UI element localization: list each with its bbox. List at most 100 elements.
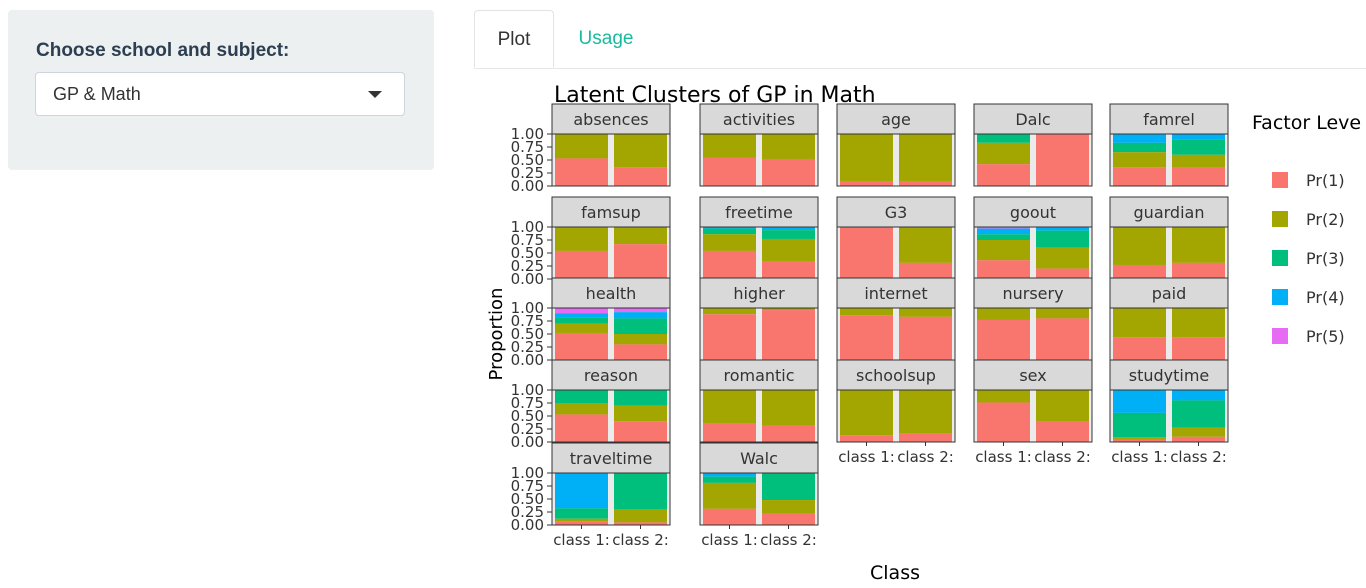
legend-swatch	[1272, 289, 1288, 305]
stacked-bar-segment	[614, 405, 667, 422]
stacked-bar-segment	[1113, 437, 1166, 440]
stacked-bar-segment	[555, 250, 608, 279]
legend-item-label: Pr(2)	[1306, 210, 1345, 229]
stacked-bar-segment	[977, 134, 1030, 143]
stacked-bar-segment	[555, 313, 608, 318]
stacked-bar-segment	[977, 260, 1030, 279]
x-tick-label: class 2:	[760, 531, 817, 549]
stacked-bar-segment	[614, 473, 667, 510]
stacked-bar-segment	[1113, 412, 1166, 438]
stacked-bar-segment	[703, 134, 756, 158]
stacked-bar-segment	[1113, 142, 1166, 153]
facet-strip	[1109, 359, 1229, 391]
y-tick-label: 1.00	[511, 464, 544, 482]
school-subject-select[interactable]: GP & Math	[35, 72, 405, 116]
tab-bar: Plot Usage	[474, 10, 1366, 69]
facet-label: sex	[1019, 366, 1046, 385]
stacked-bar-segment	[703, 482, 756, 509]
legend-title: Factor Leve	[1252, 112, 1361, 134]
legend-item-label: Pr(5)	[1306, 327, 1345, 346]
stacked-bar-segment	[762, 134, 815, 159]
facet-strip	[1109, 277, 1229, 309]
facet-label: goout	[1010, 203, 1056, 222]
stacked-bar-segment	[555, 323, 608, 333]
stacked-bar-segment	[899, 262, 952, 279]
y-tick-label: 1.00	[511, 125, 544, 143]
stacked-bar-segment	[555, 521, 608, 525]
stacked-bar-segment	[614, 509, 667, 523]
stacked-bar-segment	[703, 476, 756, 483]
y-tick-label: 0.75	[511, 312, 544, 330]
facet-strip	[836, 277, 956, 309]
stacked-bar-segment	[1113, 264, 1166, 279]
stacked-bar-segment	[1172, 227, 1225, 263]
stacked-bar-segment	[555, 227, 608, 251]
stacked-bar-segment	[762, 390, 815, 426]
stacked-bar-segment	[703, 234, 756, 251]
facet-strip	[699, 196, 819, 228]
x-tick-label: class 1:	[975, 448, 1032, 466]
stacked-bar-segment	[1172, 262, 1225, 279]
stacked-bar-segment	[614, 334, 667, 345]
x-tick-label: class 1:	[1111, 448, 1168, 466]
stacked-bar-segment	[1036, 227, 1089, 231]
tab-usage[interactable]: Usage	[578, 28, 634, 49]
stacked-bar-segment	[1113, 152, 1166, 168]
stacked-bar-segment	[840, 308, 893, 316]
stacked-bar-segment	[555, 332, 608, 360]
stacked-bar-segment	[703, 508, 756, 525]
chevron-down-icon[interactable]	[368, 91, 382, 98]
y-tick-label: 0.25	[511, 164, 544, 182]
stacked-bar-segment	[762, 425, 815, 442]
facet-strip	[551, 277, 671, 309]
facet-strip	[836, 103, 956, 135]
y-tick-label: 0.25	[511, 503, 544, 521]
stacked-bar-segment	[614, 134, 667, 168]
sidebar-panel: Choose school and subject: GP & Math	[8, 10, 434, 170]
stacked-bar-segment	[1172, 400, 1225, 428]
facet-border	[1109, 133, 1229, 187]
facet-label: G3	[885, 203, 908, 222]
legend-swatch	[1272, 172, 1288, 188]
stacked-bar-segment	[555, 390, 608, 403]
y-tick-label: 0.75	[511, 477, 544, 495]
latent-clusters-chart: Latent Clusters of GP in Mathabsences0.0…	[486, 83, 1361, 584]
y-tick-label: 0.75	[511, 138, 544, 156]
facet-label: schoolsup	[856, 366, 936, 385]
stacked-bar-segment	[614, 421, 667, 442]
x-tick-label: class 2:	[1034, 448, 1091, 466]
y-tick-label: 1.00	[511, 381, 544, 399]
select-value: GP & Math	[53, 84, 141, 104]
facet-label: paid	[1152, 284, 1187, 303]
stacked-bar-segment	[614, 318, 667, 334]
y-tick-label: 0.25	[511, 257, 544, 275]
stacked-bar-segment	[977, 164, 1030, 186]
facet-label: famsup	[581, 203, 641, 222]
facet-border	[836, 133, 956, 187]
stacked-bar-segment	[555, 508, 608, 519]
stacked-bar-segment	[1172, 139, 1225, 155]
stacked-bar-segment	[555, 518, 608, 522]
stacked-bar-segment	[614, 390, 667, 406]
stacked-bar-segment	[703, 473, 756, 477]
stacked-bar-segment	[703, 250, 756, 279]
stacked-bar-segment	[614, 244, 667, 279]
facet-label: health	[586, 284, 637, 303]
stacked-bar-segment	[1172, 337, 1225, 360]
legend-swatch	[1272, 211, 1288, 227]
facet-border	[836, 389, 956, 443]
stacked-bar-segment	[762, 473, 815, 501]
legend-swatch	[1272, 250, 1288, 266]
y-tick-label: 0.50	[511, 151, 544, 169]
stacked-bar-segment	[1113, 167, 1166, 186]
stacked-bar-segment	[614, 227, 667, 245]
facet-label: famrel	[1143, 110, 1195, 129]
facet-strip	[551, 359, 671, 391]
facet-strip	[699, 103, 819, 135]
stacked-bar-segment	[555, 403, 608, 415]
legend-item-label: Pr(4)	[1306, 288, 1345, 307]
tab-plot[interactable]: Plot	[474, 10, 554, 68]
y-tick-label: 0.00	[511, 351, 544, 369]
facet-label: freetime	[725, 203, 793, 222]
stacked-bar-segment	[614, 522, 667, 525]
